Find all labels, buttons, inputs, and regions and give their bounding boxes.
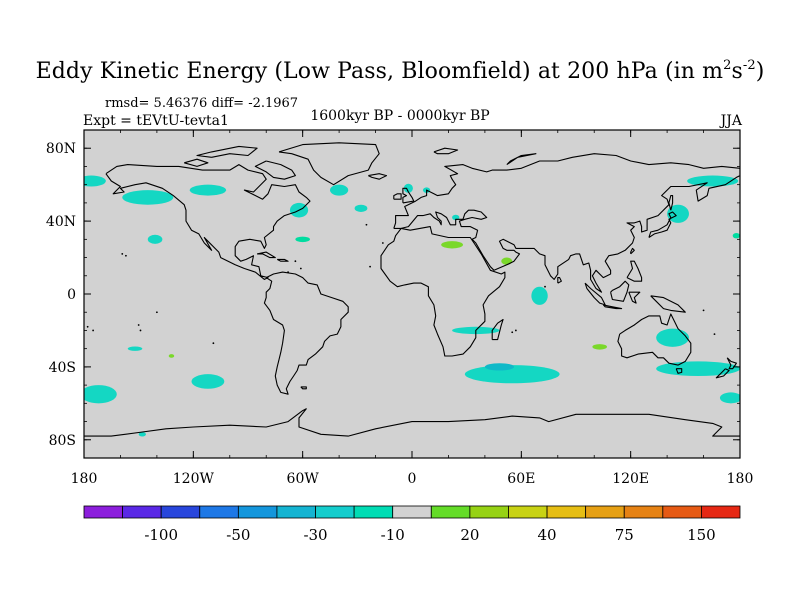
anomaly-region	[138, 432, 146, 437]
anomaly-region	[189, 184, 227, 196]
anomaly-region	[84, 175, 106, 187]
anomaly-region	[295, 236, 310, 243]
anomaly-region	[403, 183, 413, 193]
anomaly-region	[168, 354, 175, 358]
colorbar-label: -10	[381, 526, 405, 544]
colorbar-box	[237, 505, 278, 519]
anomaly-region	[441, 241, 464, 249]
colorbar-box	[430, 505, 471, 519]
colorbar-box	[585, 505, 625, 519]
colorbar-label: -50	[226, 526, 250, 544]
anomaly-region	[464, 365, 560, 384]
figure-title: Eddy Kinetic Energy (Low Pass, Bloomfiel…	[35, 58, 765, 84]
lon-tick-label: 120E	[612, 471, 649, 487]
anomaly-region	[667, 204, 689, 223]
colorbar-box	[160, 505, 201, 519]
colorbar-box	[508, 505, 548, 519]
colorbar-box	[83, 505, 123, 519]
coastlines	[84, 142, 740, 437]
colorbar-box	[353, 505, 394, 519]
colorbar-box	[546, 505, 587, 519]
anomaly-region	[484, 363, 515, 371]
anomaly-region	[732, 232, 740, 239]
colorbar-box	[662, 505, 702, 519]
lat-tick-label: 0	[67, 287, 76, 303]
anomaly-region	[719, 392, 740, 404]
colorbar-box	[469, 505, 509, 519]
colorbar-label: 40	[538, 526, 557, 544]
map-axes: 80N 40N 0 40S 80S 180 120W 60W 0 60E 120E 180	[46, 129, 754, 487]
anomaly-region	[592, 344, 607, 350]
anomaly-region	[147, 234, 163, 244]
experiment-label: Expt = tEVtU-tevta1	[83, 113, 229, 129]
map-background	[84, 130, 740, 458]
anomaly-region	[127, 346, 143, 351]
anomaly-region	[531, 286, 548, 305]
colorbar-label: 150	[687, 526, 716, 544]
colorbar-box	[392, 505, 432, 519]
colorbar-label: 75	[615, 526, 634, 544]
season-label: JJA	[720, 113, 742, 129]
anomaly-region	[84, 385, 117, 404]
lon-tick-label: 180	[71, 471, 98, 487]
lon-tick-label: 60E	[507, 471, 535, 487]
lat-tick-label: 80S	[49, 433, 76, 449]
lon-tick-label: 180	[727, 471, 754, 487]
lon-tick-label: 120W	[173, 471, 215, 487]
colorbar-box	[276, 505, 316, 519]
lat-tick-label: 40N	[46, 214, 76, 230]
rmsd-diff-annotation: rmsd= 5.46376 diff= -2.1967	[105, 96, 299, 111]
lon-tick-label: 0	[408, 471, 417, 487]
colorbar-box	[623, 505, 664, 519]
lat-tick-label: 80N	[46, 141, 76, 157]
anomaly-region	[122, 190, 174, 205]
anomaly-region	[501, 257, 513, 265]
anomaly-region	[354, 204, 368, 213]
colorbar-box	[315, 505, 355, 519]
colorbar: -100 -50 -30 -10 20 40 75 150	[83, 505, 741, 544]
colorbar-box	[701, 505, 741, 519]
anomaly-region	[656, 328, 689, 347]
colorbar-box	[199, 505, 239, 519]
lat-tick-label: 40S	[49, 360, 76, 376]
anomaly-region	[330, 184, 349, 196]
lon-tick-label: 60W	[287, 471, 320, 487]
colorbar-box	[122, 505, 162, 519]
colorbar-label: -100	[144, 526, 178, 544]
period-label: 1600kyr BP - 0000kyr BP	[310, 108, 490, 124]
anomaly-region	[191, 374, 225, 389]
colorbar-label: -30	[303, 526, 327, 544]
colorbar-label: 20	[460, 526, 479, 544]
